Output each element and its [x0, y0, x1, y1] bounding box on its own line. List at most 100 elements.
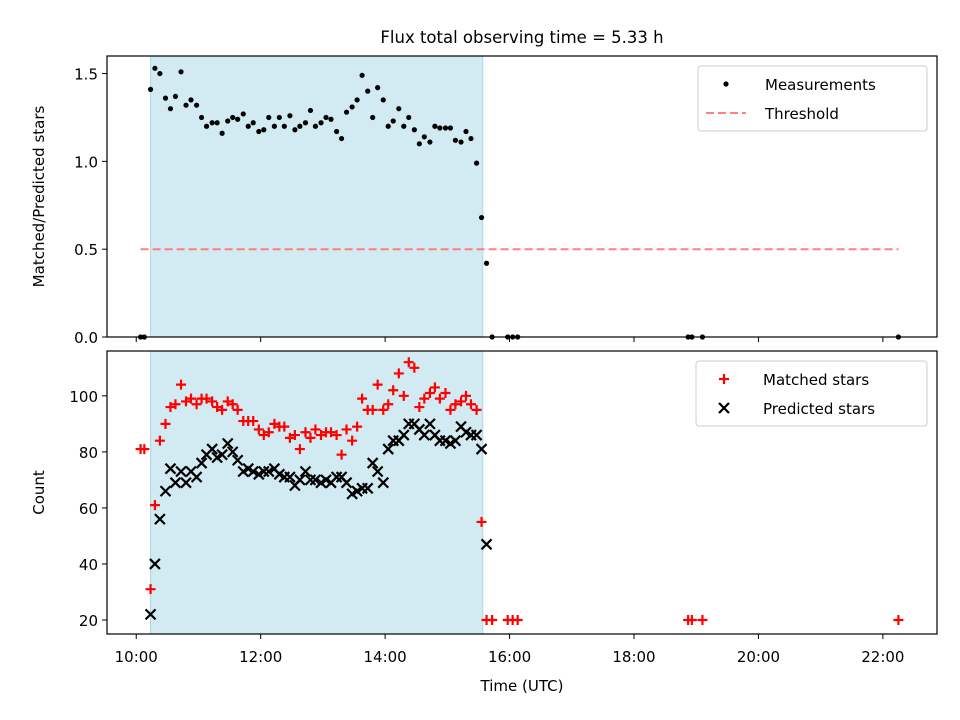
- legend-box: [697, 65, 928, 132]
- legend-marker: [718, 402, 730, 414]
- data-point: [473, 160, 480, 166]
- data-point: [427, 139, 433, 145]
- data-point: [383, 399, 394, 410]
- data-point: [195, 457, 208, 469]
- data-point: [354, 97, 360, 103]
- data-point: [157, 70, 163, 77]
- data-point: [487, 614, 498, 625]
- y-tick-label: 1.0: [74, 153, 98, 171]
- data-point: [162, 95, 169, 101]
- data-point: [340, 476, 353, 489]
- data-point: [230, 114, 236, 121]
- data-point: [468, 135, 474, 142]
- data-point: [263, 427, 274, 438]
- data-point: [258, 465, 270, 478]
- data-point: [478, 214, 485, 221]
- data-point: [271, 123, 277, 129]
- data-point: [458, 139, 464, 145]
- data-point: [361, 482, 374, 495]
- data-point: [154, 435, 165, 446]
- legend: Measurements Threshold: [697, 65, 928, 132]
- data-point: [396, 106, 402, 112]
- x-tick-label: 16:00: [488, 648, 531, 666]
- data-point: [266, 114, 272, 121]
- data-point: [418, 429, 431, 441]
- data-point: [300, 427, 311, 438]
- data-point: [393, 368, 404, 379]
- data-point: [318, 120, 324, 126]
- y-tick-label: 60: [79, 500, 98, 518]
- data-point: [388, 385, 399, 396]
- data-point: [411, 127, 417, 133]
- data-point: [432, 123, 438, 129]
- data-point: [336, 449, 347, 460]
- data-point: [480, 538, 493, 551]
- legend-label: Predicted stars: [763, 400, 875, 418]
- data-point: [221, 437, 234, 450]
- data-point: [261, 127, 267, 133]
- legend-label: Measurements: [765, 76, 876, 94]
- data-point: [440, 388, 451, 399]
- data-point: [307, 107, 314, 114]
- data-point: [292, 127, 298, 133]
- data-point: [297, 123, 303, 129]
- data-point: [357, 393, 368, 404]
- data-point: [375, 85, 381, 91]
- data-point: [371, 465, 384, 478]
- data-point: [152, 65, 158, 71]
- data-point: [172, 93, 179, 99]
- chart-title: Flux total observing time = 5.33 h: [380, 28, 663, 47]
- data-point: [893, 614, 904, 625]
- data-point: [232, 404, 243, 415]
- data-point: [429, 382, 440, 393]
- data-point: [390, 118, 396, 124]
- data-point: [154, 513, 166, 525]
- data-point: [279, 421, 290, 432]
- x-tick-label: 22:00: [861, 648, 904, 666]
- series-matched-stars: [135, 357, 904, 625]
- data-point: [434, 393, 445, 404]
- data-point: [284, 471, 296, 483]
- data-point: [149, 558, 161, 570]
- data-point: [164, 462, 177, 475]
- data-point: [463, 128, 469, 135]
- data-point: [385, 123, 391, 129]
- panel-1: 0.0 0.5 1.0 1.5 Matched/Predicted stars Measu…: [30, 55, 938, 347]
- data-point: [294, 474, 306, 486]
- data-point: [159, 485, 172, 497]
- data-point: [240, 111, 246, 117]
- data-point: [512, 614, 523, 625]
- data-point: [167, 106, 174, 112]
- data-point: [456, 396, 467, 407]
- data-point: [262, 465, 275, 478]
- data-point: [437, 125, 443, 131]
- x-tick-label: 12:00: [239, 648, 282, 666]
- x-tick-label: 10:00: [115, 648, 158, 666]
- data-point: [191, 399, 202, 410]
- data-point: [149, 500, 160, 511]
- data-point: [247, 465, 259, 478]
- data-point: [475, 443, 488, 455]
- y-axis-label: Count: [30, 470, 48, 515]
- data-point: [235, 116, 241, 122]
- data-point: [424, 418, 436, 430]
- data-point: [325, 427, 336, 438]
- series-predicted-stars: [144, 418, 493, 621]
- data-point: [304, 474, 317, 486]
- data-point: [216, 448, 228, 461]
- data-point: [442, 125, 449, 131]
- data-point: [401, 123, 407, 129]
- data-point: [409, 362, 420, 373]
- data-point: [323, 114, 329, 121]
- y-tick-label: 80: [79, 444, 98, 462]
- data-point: [382, 443, 395, 455]
- data-point: [250, 120, 256, 126]
- data-point: [214, 120, 220, 126]
- data-point: [331, 430, 342, 441]
- legend-label: Threshold: [764, 105, 839, 123]
- data-point: [225, 118, 231, 124]
- data-point: [302, 120, 309, 126]
- data-point: [178, 69, 184, 75]
- data-point: [193, 102, 200, 108]
- data-point: [206, 443, 218, 455]
